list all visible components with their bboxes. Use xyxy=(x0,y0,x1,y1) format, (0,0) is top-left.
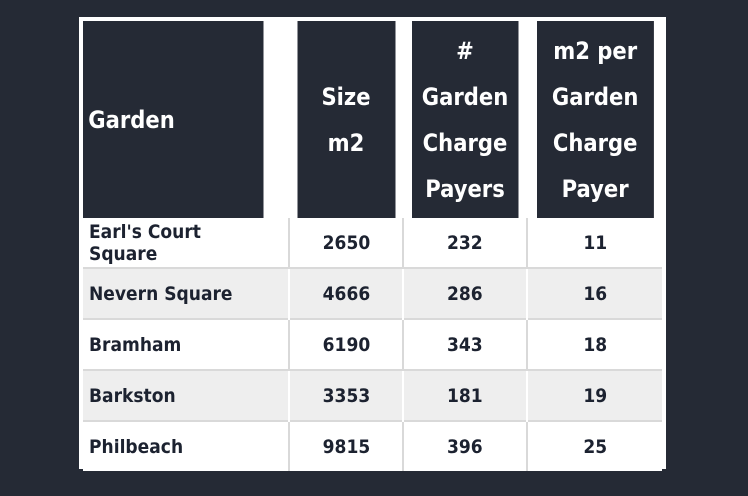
cell-size: 3353 xyxy=(288,369,403,421)
cell-size: 2650 xyxy=(288,218,403,268)
cell-m2-per-payer: 11 xyxy=(526,218,662,268)
table-row: Barkston 3353 181 19 xyxy=(83,369,662,421)
header-charge-payers: # Garden Charge Payers xyxy=(409,21,520,218)
cell-m2-per-payer: 25 xyxy=(526,420,662,471)
header-size-m2: Size m2 xyxy=(294,21,397,218)
gardens-table: Garden Size m2 # Garden Charge Payers m2… xyxy=(83,21,662,471)
header-m2-per-payer: m2 per Garden Charge Payer xyxy=(533,21,654,218)
table-row: Nevern Square 4666 286 16 xyxy=(83,267,662,319)
cell-size: 9815 xyxy=(288,420,403,471)
cell-payers: 181 xyxy=(402,369,527,421)
cell-garden: Earl's Court Square xyxy=(83,218,289,268)
header-row: Garden Size m2 # Garden Charge Payers m2… xyxy=(83,21,662,218)
cell-m2-per-payer: 19 xyxy=(526,369,662,421)
cell-m2-per-payer: 18 xyxy=(526,318,662,370)
cell-payers: 343 xyxy=(402,318,527,370)
cell-size: 6190 xyxy=(288,318,403,370)
table-row: Bramham 6190 343 18 xyxy=(83,318,662,370)
cell-payers: 232 xyxy=(402,218,527,268)
table-row: Philbeach 9815 396 25 xyxy=(83,420,662,471)
cell-garden: Barkston xyxy=(83,369,289,421)
cell-payers: 286 xyxy=(402,267,527,319)
table-row: Earl's Court Square 2650 232 11 xyxy=(83,218,662,268)
gardens-table-frame: Garden Size m2 # Garden Charge Payers m2… xyxy=(79,17,666,471)
cell-size: 4666 xyxy=(288,267,403,319)
cell-m2-per-payer: 16 xyxy=(526,267,662,319)
cell-payers: 396 xyxy=(402,420,527,471)
cell-garden: Philbeach xyxy=(83,420,289,471)
cell-garden: Nevern Square xyxy=(83,267,289,319)
header-garden: Garden xyxy=(83,21,265,218)
cell-garden: Bramham xyxy=(83,318,289,370)
